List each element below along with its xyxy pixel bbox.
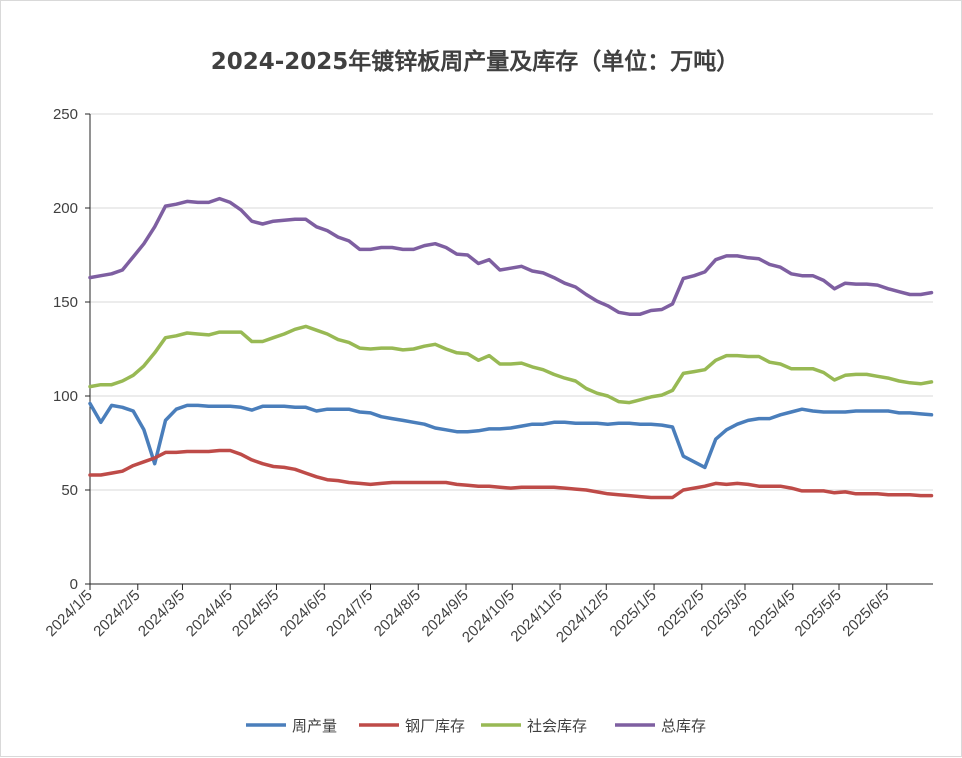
- axes: [89, 114, 933, 585]
- series-line-4: [88, 196, 934, 316]
- x-tick-label: 2025/5/5: [792, 587, 845, 640]
- series-line-3: [88, 324, 934, 405]
- y-tick-label: 100: [53, 388, 78, 405]
- x-tick-label: 2024/3/5: [135, 587, 188, 640]
- series-line-2: [88, 448, 934, 500]
- x-tick-label: 2024/1/5: [43, 587, 96, 640]
- series-lines: [88, 196, 934, 500]
- x-tick-label: 2024/2/5: [90, 587, 143, 640]
- x-tick-label: 2025/2/5: [654, 587, 707, 640]
- series-line-1: [88, 401, 934, 470]
- legend-label-3: 社会库存: [527, 717, 587, 735]
- x-axis-ticks: 2024/1/52024/2/52024/3/52024/4/52024/5/5…: [43, 584, 893, 646]
- x-tick-label: 2024/6/5: [277, 587, 330, 640]
- x-tick-label: 2025/4/5: [745, 587, 798, 640]
- grid-lines: [90, 113, 933, 491]
- x-tick-label: 2024/5/5: [229, 587, 282, 640]
- y-tick-label: 150: [53, 294, 78, 311]
- legend-label-4: 总库存: [661, 717, 706, 735]
- y-tick-label: 50: [61, 482, 78, 499]
- y-tick-label: 200: [53, 200, 78, 217]
- y-tick-label: 250: [53, 106, 78, 123]
- x-tick-label: 2024/8/5: [371, 587, 424, 640]
- x-tick-label: 2025/6/5: [839, 587, 892, 640]
- legend-label-2: 钢厂库存: [405, 717, 465, 735]
- x-tick-label: 2024/4/5: [183, 587, 236, 640]
- legend-label-1: 周产量: [292, 717, 337, 735]
- x-tick-label: 2025/3/5: [698, 587, 751, 640]
- x-tick-label: 2025/1/5: [607, 587, 660, 640]
- legend: 周产量 钢厂库存 社会库存 总库存: [246, 717, 706, 735]
- y-tick-label: 0: [70, 576, 78, 593]
- chart-title: 2024-2025年镀锌板周产量及库存（单位：万吨）: [211, 48, 740, 75]
- y-axis-ticks: 0 50 100 150 200 250: [53, 106, 90, 593]
- x-tick-label: 2024/7/5: [323, 587, 376, 640]
